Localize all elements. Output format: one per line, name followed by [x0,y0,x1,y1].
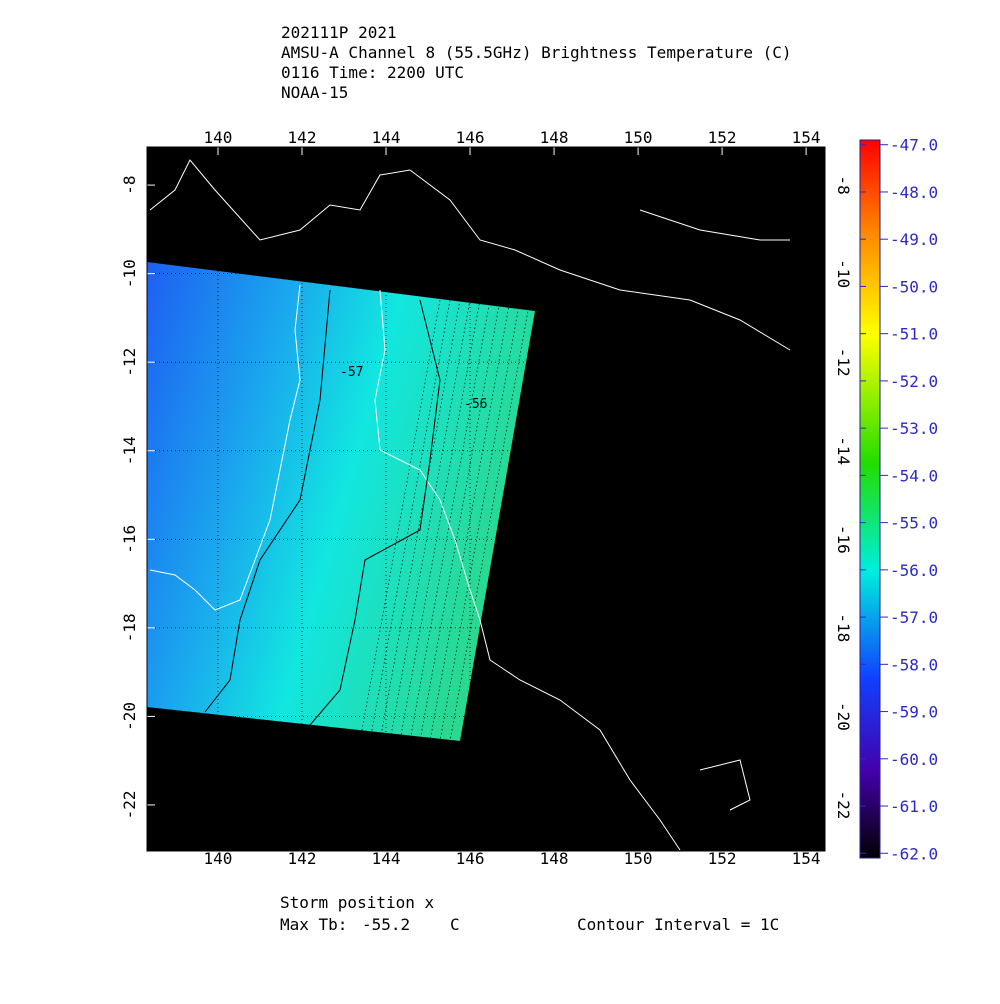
title-line: AMSU-A Channel 8 (55.5GHz) Brightness Te… [281,43,792,62]
lon-label-top: 140 [204,128,233,147]
colorbar-label: -53.0 [890,419,938,438]
lon-label-bottom: 146 [456,849,485,868]
lon-label-top: 150 [624,128,653,147]
lon-label-top: 152 [708,128,737,147]
lat-label-left: -10 [120,259,139,288]
colorbar-label: -59.0 [890,703,938,722]
max-tb-unit: C [450,915,460,934]
colorbar-label: -50.0 [890,277,938,296]
contour-interval: Contour Interval = 1C [577,915,779,934]
lat-label-left: -18 [120,613,139,642]
lon-label-bottom: 144 [372,849,401,868]
colorbar-label: -60.0 [890,750,938,769]
lat-label-right: -12 [834,348,853,377]
lat-label-left: -22 [120,790,139,819]
colorbar-label: -54.0 [890,466,938,485]
lon-label-top: 154 [792,128,821,147]
max-tb: -55.2 [362,915,410,934]
storm-position: Storm position x [280,893,434,912]
colorbar-label: -62.0 [890,844,938,863]
lon-label-bottom: 140 [204,849,233,868]
colorbar-label: -47.0 [890,136,938,155]
colorbar-label: -56.0 [890,561,938,580]
lat-label-right: -8 [834,175,853,194]
coastlines [149,159,791,851]
lon-label-bottom: 148 [540,849,569,868]
title-line: NOAA-15 [281,83,348,102]
axes: 140 140 142 142 144 144 146 146 148 148 150 150 152 1… [120,128,853,868]
lon-label-bottom: 154 [792,849,821,868]
lat-label-left: -14 [120,436,139,465]
map-frame [146,146,826,852]
title-line: 202111P 2021 [281,23,397,42]
lat-label-left: -8 [120,175,139,194]
colorbar-ticks: -47.0 -48.0 -49.0 -50.0 -51.0 -52.0 -53.0 -54.0… [860,136,938,863]
title-line: 0116 Time: 2200 UTC [281,63,464,82]
lat-label-left: -20 [120,702,139,731]
lat-label-right: -16 [834,525,853,554]
contours [204,289,441,726]
lat-label-right: -22 [834,790,853,819]
colorbar [859,139,881,859]
lon-label-bottom: 152 [708,849,737,868]
colorbar-label: -48.0 [890,183,938,202]
contour-label: -56 [464,397,487,412]
lat-label-right: -14 [834,436,853,465]
lat-label-right: -18 [834,613,853,642]
contour-label: -57 [340,365,363,380]
colorbar-label: -51.0 [890,325,938,344]
lon-label-top: 144 [372,128,401,147]
colorbar-label: -52.0 [890,372,938,391]
lat-label-left: -16 [120,525,139,554]
colorbar-label: -55.0 [890,514,938,533]
lon-label-top: 146 [456,128,485,147]
swath [147,262,535,741]
max-tb-label: Max Tb: [280,915,347,934]
colorbar-label: -57.0 [890,608,938,627]
lon-label-bottom: 142 [288,849,317,868]
lat-label-right: -10 [834,259,853,288]
lat-label-left: -12 [120,348,139,377]
lat-label-right: -20 [834,702,853,731]
colorbar-label: -58.0 [890,655,938,674]
lon-label-top: 148 [540,128,569,147]
colorbar-label: -61.0 [890,797,938,816]
lon-label-top: 142 [288,128,317,147]
hatching [359,299,531,741]
colorbar-label: -49.0 [890,230,938,249]
lon-label-bottom: 150 [624,849,653,868]
